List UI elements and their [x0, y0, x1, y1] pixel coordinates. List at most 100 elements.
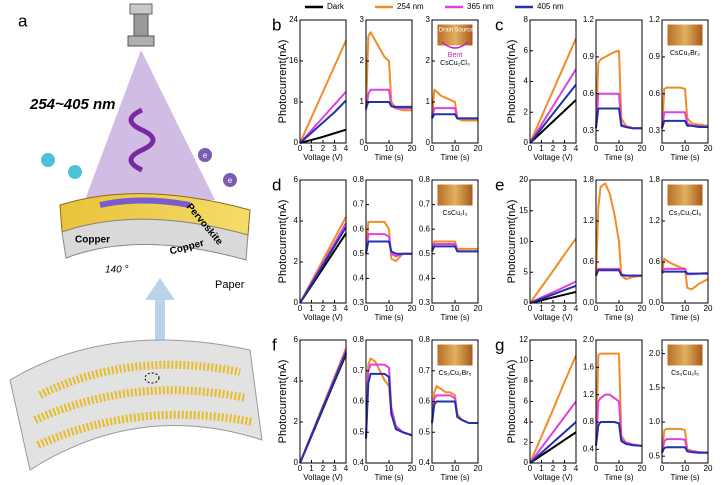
y-tick-label: 12	[519, 335, 528, 344]
x-tick-label: 20	[474, 464, 483, 473]
inset-photo	[666, 183, 704, 207]
data-line	[529, 237, 577, 304]
x-tick-label: 0	[364, 464, 369, 473]
y-tick-label: 0.9	[649, 52, 661, 61]
plot-frame	[365, 19, 413, 144]
x-tick-label: 20	[704, 304, 713, 313]
x-tick-label: 2	[321, 464, 326, 473]
x-tick-label: 4	[574, 304, 579, 313]
y-tick-label: 3	[426, 15, 431, 24]
laser-body	[133, 13, 149, 37]
x-tick-label: 20	[474, 304, 483, 313]
zoom-arrow	[145, 278, 175, 360]
inset-annotation: Cs₃Cu₂Cl₅	[669, 210, 702, 217]
x-axis-label: Voltage (V)	[533, 313, 573, 322]
legend: Dark 254 nm 365 nm 405 nm	[305, 2, 564, 11]
x-tick-label: 2	[551, 144, 556, 153]
data-line	[529, 421, 577, 464]
paper-substrate	[61, 218, 249, 261]
x-tick-label: 0	[660, 304, 665, 313]
x-tick-label: 20	[408, 464, 417, 473]
electron	[41, 153, 55, 167]
x-axis-label: Time (s)	[374, 313, 403, 322]
y-tick-label: 0.8	[583, 417, 595, 426]
data-line	[431, 107, 478, 120]
x-tick-label: 0	[660, 464, 665, 473]
y-tick-label: 10	[519, 237, 528, 246]
x-tick-label: 10	[451, 464, 460, 473]
electron	[223, 173, 237, 187]
y-tick-label: 2.0	[649, 349, 661, 358]
y-axis-label: Photocurrent(nA)	[506, 200, 518, 284]
paper-label: Paper	[215, 279, 245, 291]
x-axis-label: Time (s)	[604, 153, 633, 162]
legend-label: Dark	[327, 2, 345, 11]
x-tick-label: 20	[474, 144, 483, 153]
x-tick-label: 20	[408, 144, 417, 153]
x-tick-label: 3	[562, 304, 567, 313]
x-tick-label: 3	[332, 304, 337, 313]
laser-head	[129, 3, 153, 15]
data-line	[365, 233, 412, 258]
y-tick-label: 5	[524, 267, 529, 276]
inset-photo	[436, 23, 474, 47]
y-tick-label: 6	[524, 397, 529, 406]
data-line	[299, 91, 347, 144]
x-axis-label: Time (s)	[374, 153, 403, 162]
y-tick-label: 0.7	[419, 366, 431, 375]
y-tick-label: 0.4	[419, 458, 431, 467]
x-tick-label: 0	[660, 144, 665, 153]
y-tick-label: 24	[289, 15, 298, 24]
y-tick-label: 4	[294, 376, 299, 385]
y-axis-label: Photocurrent(nA)	[277, 200, 289, 284]
data-line	[299, 40, 347, 144]
y-tick-label: 3	[360, 15, 365, 24]
plot-frame	[365, 339, 413, 464]
y-tick-label: 4	[524, 77, 529, 86]
y-tick-label: 0.5	[419, 427, 431, 436]
data-line	[365, 31, 412, 112]
y-axis-label: Photocurrent(nA)	[277, 360, 289, 444]
y-tick-label: 2	[524, 107, 529, 116]
y-tick-label: 2	[294, 417, 299, 426]
data-line	[661, 257, 709, 291]
x-tick-label: 10	[615, 144, 624, 153]
x-tick-label: 1	[309, 464, 314, 473]
y-tick-label: 6	[524, 46, 529, 55]
y-tick-label: 0.5	[419, 249, 431, 258]
panel-label: b	[272, 15, 281, 34]
x-tick-label: 4	[344, 144, 349, 153]
x-axis-label: Time (s)	[440, 153, 469, 162]
x-tick-label: 10	[451, 304, 460, 313]
x-tick-label: 3	[562, 144, 567, 153]
data-line	[529, 68, 577, 144]
inset-annotation: Source	[454, 28, 474, 34]
y-tick-label: 0.6	[583, 89, 595, 98]
y-tick-label: 0.4	[353, 274, 365, 283]
x-axis-label: Voltage (V)	[533, 153, 573, 162]
x-tick-label: 10	[385, 144, 394, 153]
data-line	[365, 88, 412, 111]
y-axis-label: Photocurrent(nA)	[277, 40, 289, 124]
y-tick-label: 0.6	[649, 257, 661, 266]
data-line	[431, 400, 478, 425]
x-tick-label: 4	[574, 464, 579, 473]
y-tick-label: 0.9	[583, 52, 595, 61]
y-tick-label: 6	[294, 335, 299, 344]
data-line	[595, 393, 643, 447]
inset-annotation: Cs₃Cu₂Br₅	[439, 370, 472, 377]
electron-label: e	[203, 151, 208, 160]
inset-annotation: CsCu₂Br₃	[670, 50, 700, 57]
data-line	[661, 86, 709, 129]
y-tick-label: 8	[294, 97, 299, 106]
y-tick-label: 0.4	[419, 274, 431, 283]
data-line	[299, 226, 347, 304]
y-axis-label: Photocurrent(nA)	[506, 360, 518, 444]
x-tick-label: 10	[615, 464, 624, 473]
y-tick-label: 0.0	[583, 298, 595, 307]
x-tick-label: 1	[539, 144, 544, 153]
x-tick-label: 10	[385, 464, 394, 473]
y-tick-label: 8	[524, 15, 529, 24]
legend-label: 365 nm	[467, 2, 494, 11]
